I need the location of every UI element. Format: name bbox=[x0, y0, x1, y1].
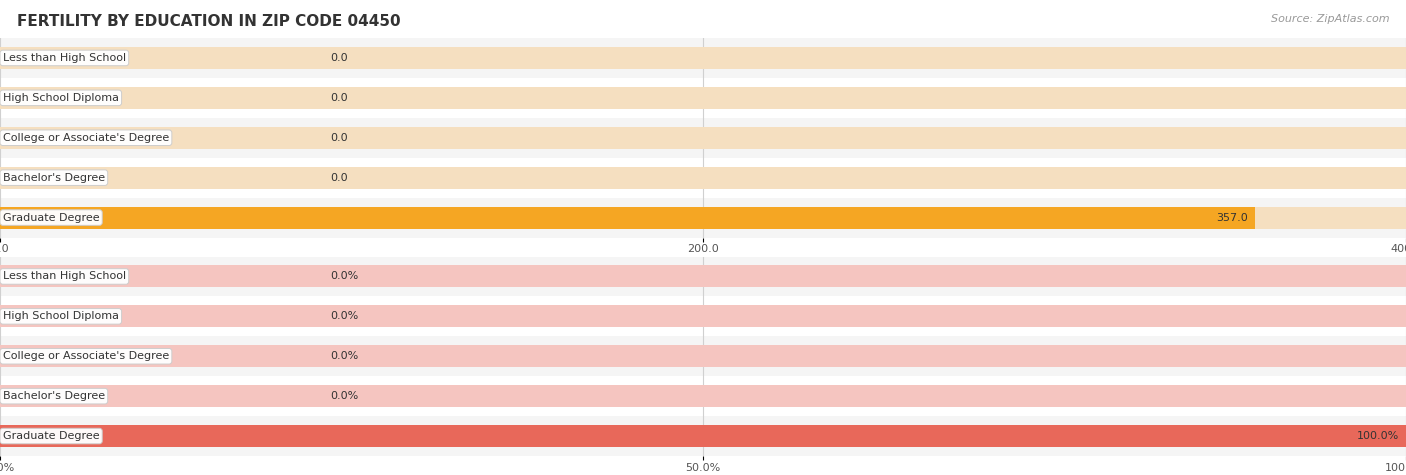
Text: Source: ZipAtlas.com: Source: ZipAtlas.com bbox=[1271, 14, 1389, 24]
Bar bbox=[0, 385, 1406, 407]
Bar bbox=[0, 38, 1406, 78]
Text: Graduate Degree: Graduate Degree bbox=[3, 431, 100, 441]
Bar bbox=[0, 87, 1406, 109]
Bar bbox=[0, 118, 1406, 158]
Bar bbox=[0, 425, 1406, 447]
Bar bbox=[0, 158, 1406, 198]
Text: 100.0%: 100.0% bbox=[1357, 431, 1399, 441]
Bar bbox=[0, 296, 1406, 336]
Bar bbox=[0, 207, 1406, 228]
Text: Less than High School: Less than High School bbox=[3, 271, 127, 282]
Bar bbox=[0, 207, 1256, 228]
Bar bbox=[0, 336, 1406, 376]
Text: 0.0%: 0.0% bbox=[330, 311, 359, 322]
Bar bbox=[0, 376, 1406, 416]
Bar bbox=[0, 345, 1406, 367]
Text: Less than High School: Less than High School bbox=[3, 53, 127, 63]
Bar bbox=[0, 167, 1406, 189]
Bar bbox=[0, 266, 1406, 287]
Text: Bachelor's Degree: Bachelor's Degree bbox=[3, 172, 105, 183]
Bar bbox=[0, 416, 1406, 456]
Text: 0.0%: 0.0% bbox=[330, 271, 359, 282]
Text: FERTILITY BY EDUCATION IN ZIP CODE 04450: FERTILITY BY EDUCATION IN ZIP CODE 04450 bbox=[17, 14, 401, 29]
Text: 0.0: 0.0 bbox=[330, 172, 349, 183]
Text: High School Diploma: High School Diploma bbox=[3, 93, 120, 103]
Bar bbox=[0, 256, 1406, 296]
Text: 0.0%: 0.0% bbox=[330, 351, 359, 361]
Text: College or Associate's Degree: College or Associate's Degree bbox=[3, 133, 169, 143]
Text: Graduate Degree: Graduate Degree bbox=[3, 212, 100, 223]
Text: Bachelor's Degree: Bachelor's Degree bbox=[3, 391, 105, 401]
Bar bbox=[0, 425, 1406, 447]
Bar bbox=[0, 198, 1406, 238]
Text: 0.0: 0.0 bbox=[330, 133, 349, 143]
Text: 0.0: 0.0 bbox=[330, 93, 349, 103]
Bar bbox=[0, 47, 1406, 69]
Text: High School Diploma: High School Diploma bbox=[3, 311, 120, 322]
Text: College or Associate's Degree: College or Associate's Degree bbox=[3, 351, 169, 361]
Text: 0.0: 0.0 bbox=[330, 53, 349, 63]
Bar bbox=[0, 127, 1406, 149]
Bar bbox=[0, 78, 1406, 118]
Text: 357.0: 357.0 bbox=[1216, 212, 1249, 223]
Bar bbox=[0, 305, 1406, 327]
Text: 0.0%: 0.0% bbox=[330, 391, 359, 401]
